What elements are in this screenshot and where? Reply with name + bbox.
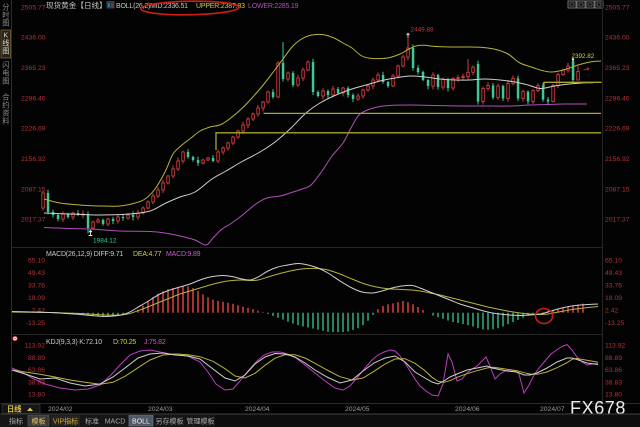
svg-text:电: 电 [2,69,9,78]
svg-text:MACD:9.89: MACD:9.89 [166,251,201,258]
svg-text:模板: 模板 [32,417,46,426]
svg-text:38.83: 38.83 [28,379,45,386]
svg-text:闪: 闪 [2,61,9,70]
svg-text:图: 图 [2,77,9,86]
svg-text:2226.69: 2226.69 [21,126,46,133]
svg-text:2024/04: 2024/04 [245,406,270,413]
svg-text:88.89: 88.89 [28,355,45,362]
svg-text:UPPER:2387.83: UPPER:2387.83 [196,3,245,10]
svg-text:2024/05: 2024/05 [345,406,370,413]
svg-text:65.10: 65.10 [28,257,45,264]
svg-text:33.76: 33.76 [28,282,45,289]
svg-text:-13.25: -13.25 [605,320,624,327]
svg-text:2017.37: 2017.37 [605,217,630,224]
svg-text:-13.25: -13.25 [26,320,45,327]
svg-text:2365.23: 2365.23 [21,65,46,72]
svg-text:MACD: MACD [105,419,126,426]
svg-text:管理模板: 管理模板 [187,417,215,426]
svg-text:2296.46: 2296.46 [21,95,46,102]
svg-text:时: 时 [2,11,9,20]
svg-text:18.09: 18.09 [605,295,622,302]
svg-text:线: 线 [2,39,9,48]
svg-text:38.83: 38.83 [605,379,622,386]
svg-text:图: 图 [2,47,9,56]
svg-text:2.42: 2.42 [605,307,618,314]
svg-text:BOLL: BOLL [132,419,150,426]
svg-text:2087.15: 2087.15 [21,186,46,193]
svg-text:MID:2336.51: MID:2336.51 [150,3,188,10]
svg-text:现货黄金【日线】: 现货黄金【日线】 [46,0,107,10]
svg-text:LOWER:2285.19: LOWER:2285.19 [248,3,299,10]
svg-text:VIP指标: VIP指标 [53,417,78,426]
svg-text:另存模板: 另存模板 [156,417,184,426]
svg-text:2024/02: 2024/02 [48,406,73,413]
svg-text:2087.15: 2087.15 [605,186,630,193]
svg-text:2156.92: 2156.92 [605,156,630,163]
svg-text:分: 分 [2,3,9,12]
svg-text:2024/06: 2024/06 [455,406,480,413]
svg-text:D:70.25: D:70.25 [113,339,136,346]
svg-text:49.43: 49.43 [28,270,45,277]
svg-text:1984.12: 1984.12 [93,238,117,245]
svg-text:2024/07: 2024/07 [540,406,565,413]
svg-text:MACD(26,12,9) DIFF:9.71: MACD(26,12,9) DIFF:9.71 [46,251,123,258]
svg-text:63.86: 63.86 [28,367,45,374]
svg-text:2449.88: 2449.88 [411,27,435,34]
svg-text:日线: 日线 [7,405,22,414]
svg-text:2156.92: 2156.92 [21,156,46,163]
svg-text:DEA:4.77: DEA:4.77 [133,251,162,258]
svg-text:13.80: 13.80 [28,392,45,399]
svg-text:KDJ(9,3,3) K:72.10: KDJ(9,3,3) K:72.10 [46,339,102,346]
svg-text:2436.00: 2436.00 [21,35,46,42]
svg-text:2024/03: 2024/03 [148,406,173,413]
svg-text:18.09: 18.09 [28,295,45,302]
svg-text:2392.82: 2392.82 [572,53,595,60]
svg-text:资: 资 [2,109,9,118]
svg-text:2365.23: 2365.23 [605,65,630,72]
svg-text:J:75.82: J:75.82 [144,339,166,346]
svg-text:2436.00: 2436.00 [605,35,630,42]
svg-text:63.86: 63.86 [605,367,622,374]
svg-text:2505.77: 2505.77 [605,4,630,11]
svg-text:FX678: FX678 [570,398,626,418]
svg-text:113.92: 113.92 [25,343,46,350]
svg-text:约: 约 [2,101,9,110]
svg-text:合: 合 [2,93,9,102]
svg-text:49.43: 49.43 [605,270,622,277]
svg-text:113.92: 113.92 [605,343,626,350]
svg-text:K: K [3,31,8,40]
svg-text:2017.37: 2017.37 [21,217,46,224]
svg-text:BOLL(26,2): BOLL(26,2) [116,3,150,10]
svg-text:2.42: 2.42 [32,307,45,314]
svg-text:2226.69: 2226.69 [605,126,630,133]
svg-text:2296.46: 2296.46 [605,95,630,102]
svg-text:2505.77: 2505.77 [21,4,46,11]
svg-text:33.76: 33.76 [605,282,622,289]
svg-text:标准: 标准 [85,417,99,426]
svg-text:指标: 指标 [9,417,23,426]
svg-text:65.10: 65.10 [605,257,622,264]
svg-text:料: 料 [2,117,9,126]
svg-text:88.89: 88.89 [605,355,622,362]
svg-text:13.80: 13.80 [605,392,622,399]
svg-text:图: 图 [2,19,9,28]
